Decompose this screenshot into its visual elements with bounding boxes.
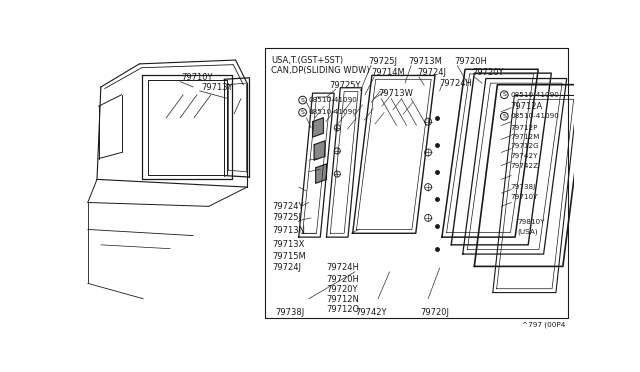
Text: 79742Y: 79742Y (511, 153, 538, 159)
Text: 79720H: 79720H (326, 275, 359, 284)
Text: 79725J: 79725J (368, 57, 397, 66)
Text: (USA): (USA) (517, 228, 538, 235)
Text: 08510-41090: 08510-41090 (511, 92, 559, 98)
Text: 79720Y: 79720Y (473, 68, 504, 77)
Text: 79742Y: 79742Y (355, 308, 387, 317)
Text: CAN,DP(SLIDING WDW): CAN,DP(SLIDING WDW) (271, 65, 370, 74)
Text: 79710Y: 79710Y (511, 194, 538, 200)
Text: 79713W: 79713W (378, 89, 413, 99)
Text: 79712N: 79712N (326, 295, 359, 304)
Polygon shape (314, 141, 325, 160)
Text: 08510-41090: 08510-41090 (308, 109, 358, 115)
Text: 79724H: 79724H (439, 78, 472, 88)
Text: 79710Y: 79710Y (182, 73, 213, 82)
Text: 08510-41090: 08510-41090 (308, 97, 358, 103)
Text: S: S (301, 110, 305, 115)
Text: 08510-41090: 08510-41090 (511, 113, 559, 119)
Text: USA,T.(GST+SST): USA,T.(GST+SST) (271, 55, 343, 64)
Text: 79712G: 79712G (511, 143, 540, 149)
Text: 79724Y: 79724Y (273, 202, 304, 211)
Text: 79738J: 79738J (511, 184, 536, 190)
Text: 79725Y: 79725Y (330, 81, 361, 90)
Polygon shape (316, 164, 326, 183)
Text: 79725J: 79725J (273, 214, 301, 222)
Text: 79712A: 79712A (511, 102, 543, 111)
Text: S: S (502, 114, 506, 119)
Text: 79713N: 79713N (273, 227, 305, 235)
Text: 79720Y: 79720Y (326, 285, 358, 294)
Text: 79738J: 79738J (276, 308, 305, 317)
Text: 79724J: 79724J (417, 68, 446, 77)
Text: 79810Y: 79810Y (517, 219, 545, 225)
Text: 79720H: 79720H (454, 57, 487, 66)
Text: 79720J: 79720J (420, 308, 449, 317)
Text: 79713X: 79713X (273, 240, 305, 249)
Text: S: S (301, 97, 305, 103)
Text: 79715M: 79715M (273, 252, 307, 261)
Polygon shape (312, 118, 323, 137)
Text: 79713Y: 79713Y (201, 83, 232, 92)
Text: 79724H: 79724H (326, 263, 359, 272)
Text: S: S (502, 92, 506, 97)
Text: 79712O: 79712O (326, 305, 360, 314)
Text: 79712P: 79712P (511, 125, 538, 131)
Text: 79724J: 79724J (273, 263, 301, 272)
Text: 79714M: 79714M (371, 68, 405, 77)
Text: 79712M: 79712M (511, 134, 540, 140)
Text: ^797 (00P4: ^797 (00P4 (522, 322, 565, 328)
Text: 79742Z: 79742Z (511, 163, 539, 169)
Text: 79713M: 79713M (408, 57, 442, 66)
